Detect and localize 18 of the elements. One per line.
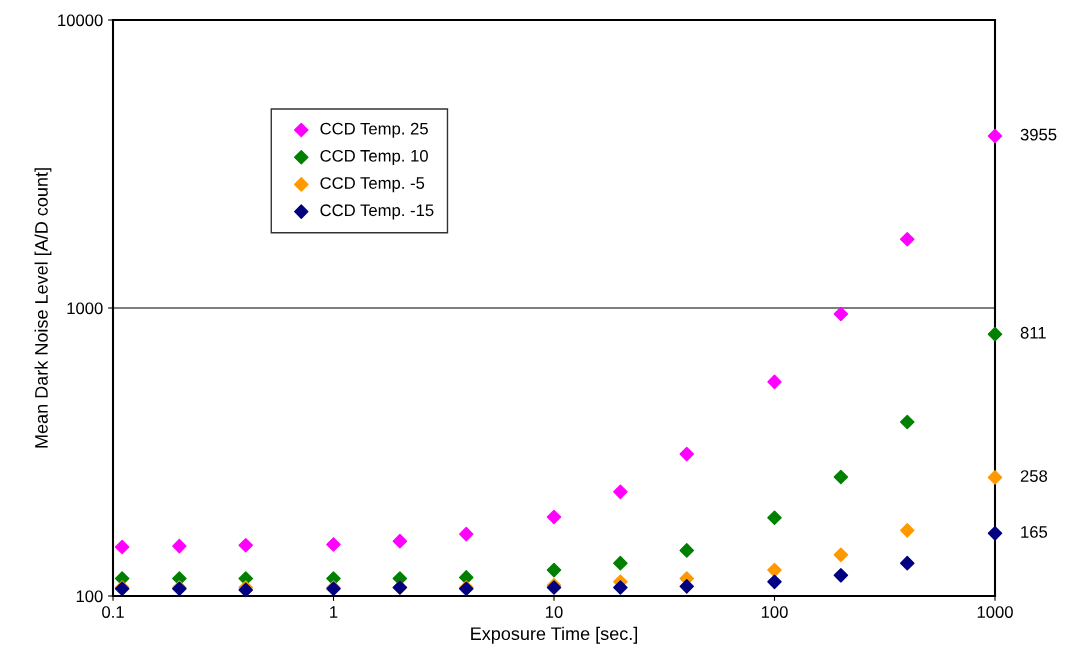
- data-label: 3955: [1020, 128, 1057, 141]
- x-tick-label: 1: [330, 606, 338, 618]
- x-tick-label: 0.1: [102, 606, 124, 618]
- y-tick-label: 10000: [58, 14, 103, 27]
- x-tick-label: 1000: [977, 606, 1013, 618]
- legend-label: CCD Temp. 10: [320, 149, 428, 166]
- data-label: 165: [1021, 526, 1048, 538]
- y-axis-title: Mean Dark Noise Level [A/D count]: [34, 168, 52, 448]
- legend-label: CCD Temp. -5: [320, 177, 425, 193]
- x-axis-title: Exposure Time [sec.]: [471, 626, 638, 644]
- data-label: 258: [1020, 470, 1048, 482]
- legend-label: CCD Temp. -15: [320, 204, 434, 220]
- legend-label: CCD Temp. 25: [320, 122, 428, 138]
- data-label: 811: [1020, 326, 1046, 339]
- x-tick-label: 10: [546, 606, 563, 618]
- x-tick-label: 100: [761, 606, 788, 618]
- y-tick-label: 1000: [67, 302, 103, 315]
- y-tick-label: 100: [76, 590, 103, 603]
